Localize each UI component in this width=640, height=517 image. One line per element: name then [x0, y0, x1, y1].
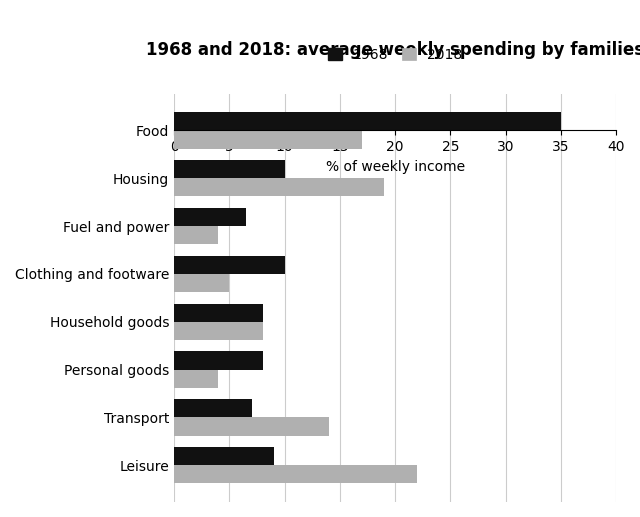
Bar [174, 447, 274, 465]
Bar [174, 112, 561, 130]
X-axis label: % of weekly income: % of weekly income [326, 160, 465, 174]
Bar [174, 226, 218, 245]
Bar [174, 160, 285, 178]
Bar [174, 465, 417, 483]
Bar [174, 370, 218, 388]
Bar [174, 399, 252, 417]
Bar [174, 208, 246, 226]
Bar [174, 352, 262, 370]
Bar [174, 303, 262, 322]
Bar [174, 417, 329, 436]
Bar [174, 130, 362, 149]
Bar [174, 178, 384, 196]
Legend: 1968, 2018: 1968, 2018 [328, 48, 463, 62]
Bar [174, 256, 285, 274]
Title: 1968 and 2018: average weekly spending by families: 1968 and 2018: average weekly spending b… [146, 41, 640, 59]
Bar [174, 322, 262, 340]
Bar [174, 274, 230, 292]
